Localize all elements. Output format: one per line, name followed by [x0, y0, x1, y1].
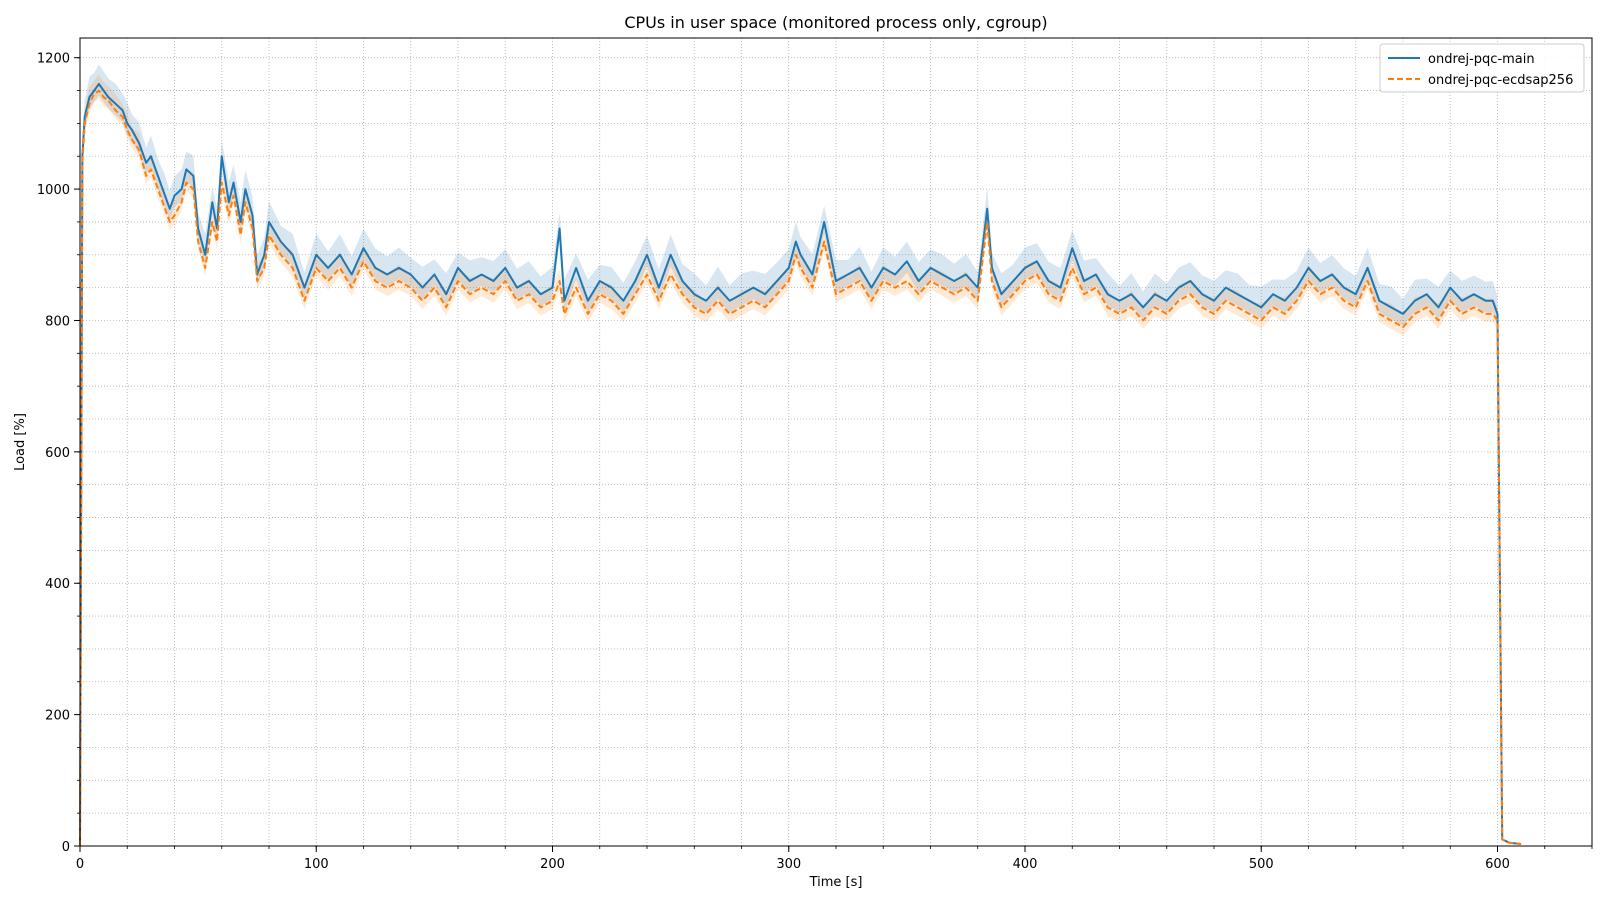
y-tick-label: 0 — [62, 840, 70, 855]
y-tick-label: 400 — [45, 577, 70, 592]
x-tick-label: 100 — [304, 857, 329, 872]
x-axis-label: Time [s] — [809, 875, 863, 890]
chart-title: CPUs in user space (monitored process on… — [624, 13, 1047, 32]
x-tick-label: 200 — [540, 857, 565, 872]
axis-ticks: 0 100 200 300 400 500 600 0 200 400 600 800 1000 1200 — [37, 52, 1593, 872]
x-tick-label: 0 — [76, 857, 84, 872]
y-axis-label: Load [%] — [13, 413, 28, 471]
y-tick-label: 200 — [45, 709, 70, 724]
y-tick-label: 1200 — [37, 52, 70, 67]
y-tick-label: 1000 — [37, 183, 70, 198]
x-tick-label: 500 — [1249, 857, 1274, 872]
x-tick-label: 400 — [1013, 857, 1038, 872]
legend: ondrej-pqc-main ondrej-pqc-ecdsap256 — [1379, 43, 1585, 93]
grid — [79, 38, 1593, 847]
legend-label-ondrej-pqc-ecdsap256: ondrej-pqc-ecdsap256 — [1428, 73, 1573, 88]
y-tick-label: 600 — [45, 446, 70, 461]
legend-box — [1379, 43, 1585, 93]
x-tick-label: 600 — [1485, 857, 1510, 872]
x-tick-label: 300 — [776, 857, 801, 872]
series-line-ondrej-pqc-main — [79, 82, 1522, 847]
series-lines — [79, 82, 1522, 847]
legend-label-ondrej-pqc-main: ondrej-pqc-main — [1428, 52, 1535, 67]
y-tick-label: 800 — [45, 314, 70, 329]
